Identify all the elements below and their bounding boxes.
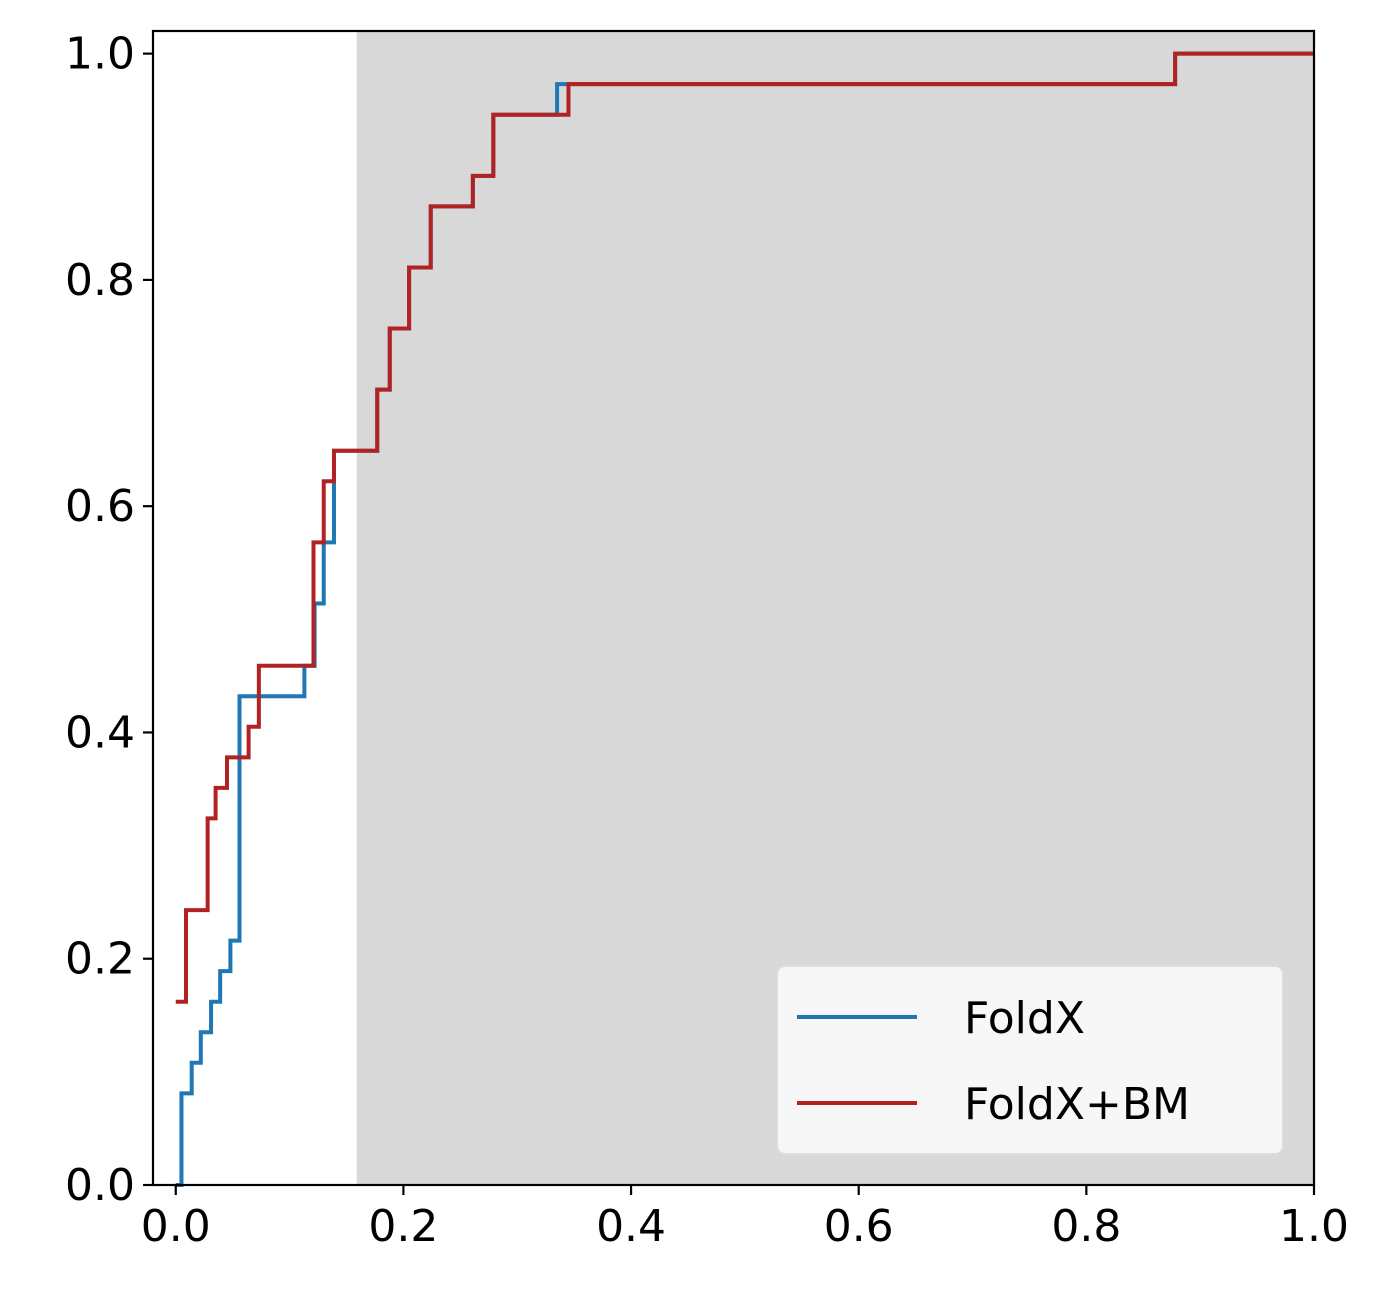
x-tick-label-1: 0.2 xyxy=(368,1201,438,1252)
x-tick-label-2: 0.4 xyxy=(596,1201,666,1252)
y-tick-label-2: 0.4 xyxy=(65,707,135,758)
x-tick-label-3: 0.6 xyxy=(824,1201,894,1252)
y-tick-label-1: 0.2 xyxy=(65,934,135,985)
y-tick-label-0: 0.0 xyxy=(65,1160,135,1211)
legend-box xyxy=(776,965,1284,1155)
x-tick-label-0: 0.0 xyxy=(141,1201,211,1252)
y-tick-label-5: 1.0 xyxy=(65,29,135,80)
legend: FoldX FoldX+BM xyxy=(776,965,1284,1155)
legend-label-foldx-bm: FoldX+BM xyxy=(964,1079,1190,1130)
y-tick-label-4: 0.8 xyxy=(65,255,135,306)
y-axis: 0.0 0.2 0.4 0.6 0.8 1.0 xyxy=(65,29,153,1211)
x-axis: 0.0 0.2 0.4 0.6 0.8 1.0 xyxy=(141,1185,1349,1252)
x-tick-label-5: 1.0 xyxy=(1279,1201,1349,1252)
plot-frame xyxy=(151,29,1316,1187)
series-layer xyxy=(175,51,1314,1187)
series-line-1 xyxy=(175,51,1314,1004)
legend-label-foldx: FoldX xyxy=(964,993,1085,1044)
y-tick-label-3: 0.6 xyxy=(65,481,135,532)
x-tick-label-4: 0.8 xyxy=(1051,1201,1121,1252)
